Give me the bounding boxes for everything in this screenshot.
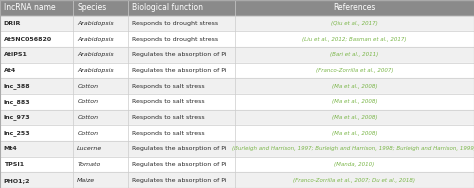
Text: Arabidopsis: Arabidopsis: [77, 52, 114, 57]
Text: Mt4: Mt4: [4, 146, 18, 151]
Text: lnc_973: lnc_973: [4, 114, 30, 121]
Text: At5NC056820: At5NC056820: [4, 37, 52, 42]
Text: Responds to drought stress: Responds to drought stress: [132, 21, 218, 26]
Bar: [0, 63, 474, 78]
Text: PHO1;2: PHO1;2: [4, 178, 30, 183]
Text: Biological function: Biological function: [132, 3, 203, 12]
Bar: [0, 0, 474, 16]
Text: (Qiu et al., 2017): (Qiu et al., 2017): [331, 21, 378, 26]
Text: (Bari et al., 2011): (Bari et al., 2011): [330, 52, 378, 57]
Text: TPSI1: TPSI1: [4, 162, 24, 167]
Text: Cotton: Cotton: [77, 99, 99, 104]
Bar: [0, 47, 474, 63]
Text: Maize: Maize: [77, 178, 95, 183]
Bar: [0, 78, 474, 94]
Text: Regulates the absorption of Pi: Regulates the absorption of Pi: [132, 52, 226, 57]
Text: (Burleigh and Harrison, 1997; Burleigh and Harrison, 1998; Burleigh and Harrison: (Burleigh and Harrison, 1997; Burleigh a…: [232, 146, 474, 151]
Text: Species: Species: [77, 3, 107, 12]
Text: Arabidopsis: Arabidopsis: [77, 68, 114, 73]
Text: (Ma et al., 2008): (Ma et al., 2008): [332, 84, 377, 89]
Bar: [0, 94, 474, 110]
Text: (Manda, 2010): (Manda, 2010): [334, 162, 374, 167]
Text: Responds to salt stress: Responds to salt stress: [132, 131, 204, 136]
Text: Cotton: Cotton: [77, 131, 99, 136]
Text: Responds to salt stress: Responds to salt stress: [132, 84, 204, 89]
Bar: [0, 172, 474, 188]
Text: Tomato: Tomato: [77, 162, 100, 167]
Text: lnc_388: lnc_388: [4, 83, 30, 89]
Text: Responds to drought stress: Responds to drought stress: [132, 37, 218, 42]
Text: Cotton: Cotton: [77, 115, 99, 120]
Bar: [0, 157, 474, 172]
Text: (Liu et al., 2012; Basman et al., 2017): (Liu et al., 2012; Basman et al., 2017): [302, 37, 407, 42]
Text: (Ma et al., 2008): (Ma et al., 2008): [332, 131, 377, 136]
Bar: [0, 125, 474, 141]
Text: lnc_883: lnc_883: [4, 99, 30, 105]
Bar: [0, 110, 474, 125]
Bar: [0, 31, 474, 47]
Text: (Ma et al., 2008): (Ma et al., 2008): [332, 115, 377, 120]
Text: (Ma et al., 2008): (Ma et al., 2008): [332, 99, 377, 104]
Text: Responds to salt stress: Responds to salt stress: [132, 115, 204, 120]
Text: At4: At4: [4, 68, 16, 73]
Text: Regulates the absorption of Pi: Regulates the absorption of Pi: [132, 146, 226, 151]
Text: Regulates the absorption of Pi: Regulates the absorption of Pi: [132, 68, 226, 73]
Text: (Franco-Zorrilla et al., 2007; Du et al., 2018): (Franco-Zorrilla et al., 2007; Du et al.…: [293, 178, 415, 183]
Text: Arabidopsis: Arabidopsis: [77, 37, 114, 42]
Text: AtIPS1: AtIPS1: [4, 52, 27, 57]
Text: Regulates the absorption of Pi: Regulates the absorption of Pi: [132, 178, 226, 183]
Text: lncRNA name: lncRNA name: [4, 3, 55, 12]
Text: lnc_253: lnc_253: [4, 130, 30, 136]
Text: DRIR: DRIR: [4, 21, 21, 26]
Text: Responds to salt stress: Responds to salt stress: [132, 99, 204, 104]
Text: Regulates the absorption of Pi: Regulates the absorption of Pi: [132, 162, 226, 167]
Bar: [0, 141, 474, 157]
Text: Cotton: Cotton: [77, 84, 99, 89]
Text: Arabidopsis: Arabidopsis: [77, 21, 114, 26]
Bar: [0, 16, 474, 31]
Text: (Franco-Zorrilla et al., 2007): (Franco-Zorrilla et al., 2007): [316, 68, 393, 73]
Text: References: References: [333, 3, 375, 12]
Text: Lucerne: Lucerne: [77, 146, 102, 151]
